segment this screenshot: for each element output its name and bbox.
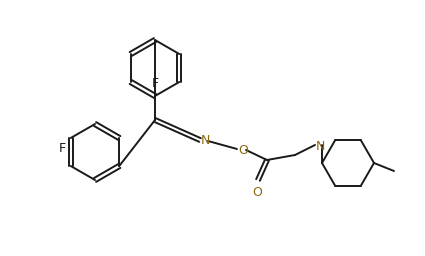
Text: N: N: [201, 134, 210, 147]
Text: O: O: [238, 144, 248, 156]
Text: F: F: [151, 77, 159, 90]
Text: O: O: [252, 186, 262, 199]
Text: N: N: [316, 140, 326, 153]
Text: F: F: [59, 142, 66, 155]
